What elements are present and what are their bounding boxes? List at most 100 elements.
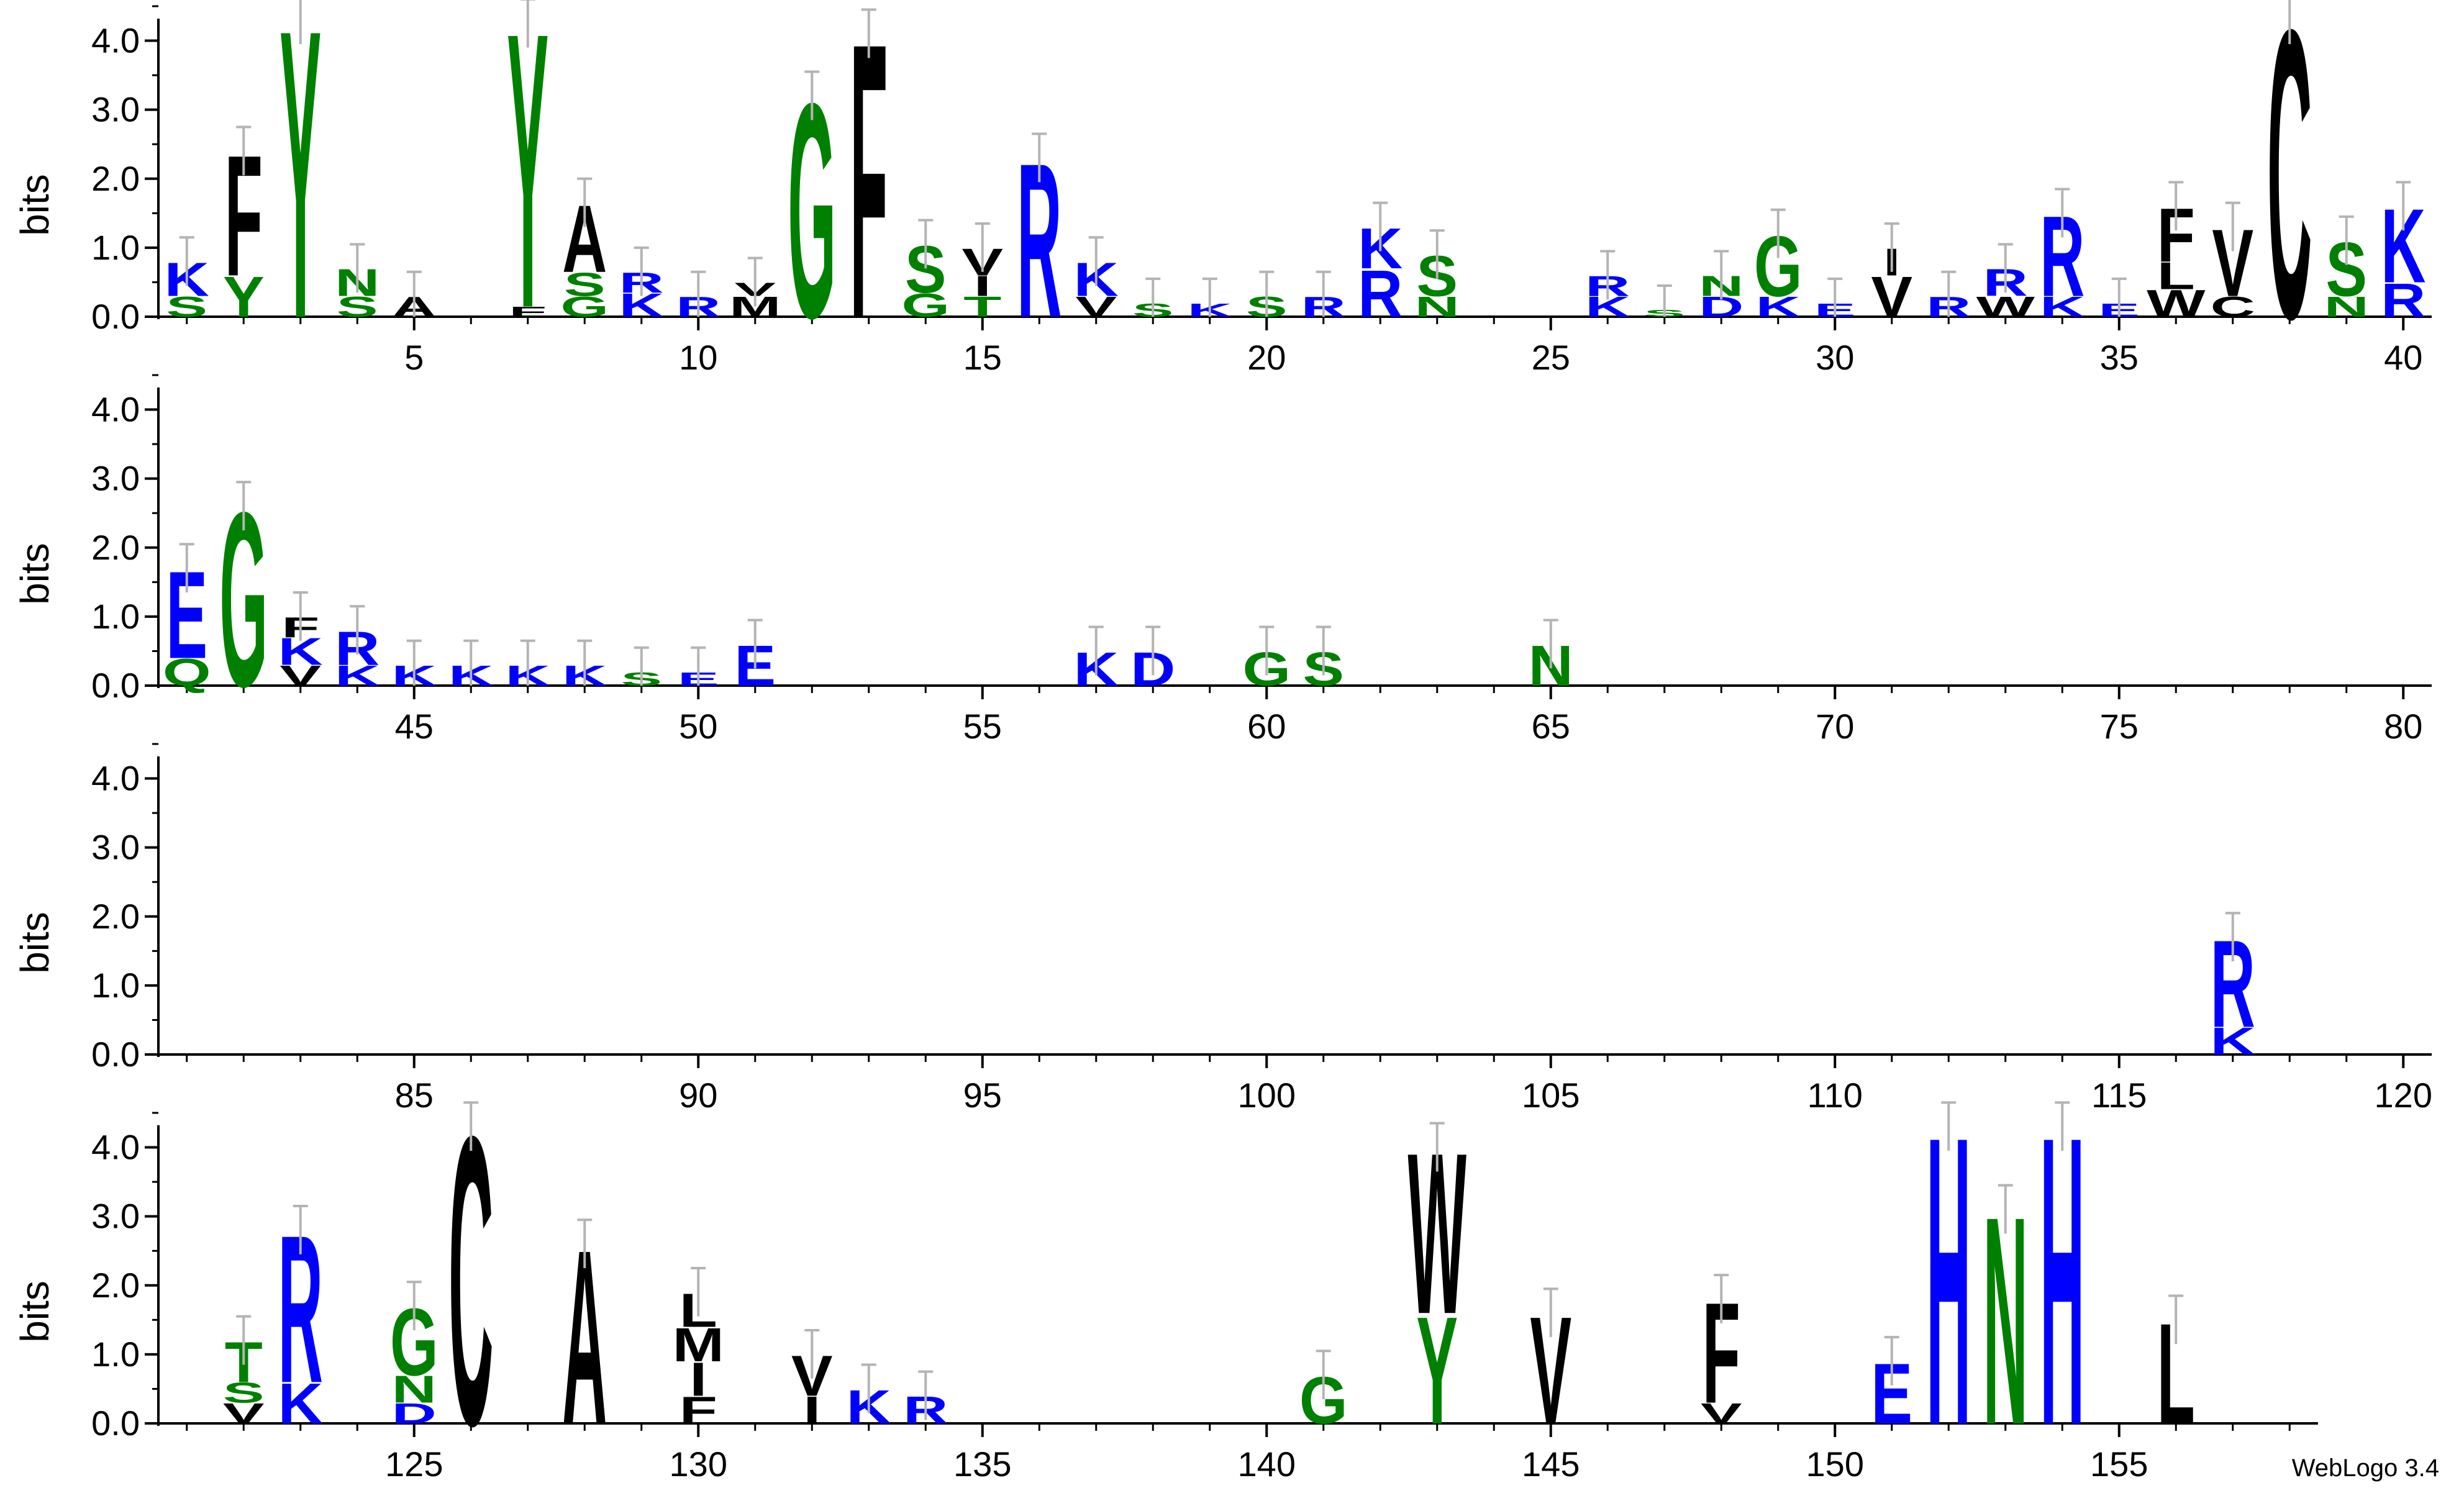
y-tick-label: 2.0 (91, 159, 140, 198)
logo-letter-Y: Y (1416, 1284, 1458, 1456)
x-tick-label: 155 (2090, 1444, 2148, 1484)
y-tick-label: 0.0 (91, 1404, 140, 1443)
logo-letter-V: V (1871, 265, 1912, 329)
logo-letter-Y: Y (507, 0, 548, 389)
y-tick-label: 2.0 (91, 897, 140, 936)
x-tick-label: 75 (2100, 707, 2139, 746)
x-tick-label: 35 (2100, 338, 2139, 377)
logo-letter-K: K (278, 1372, 323, 1436)
x-tick-label: 70 (1816, 707, 1854, 746)
y-axis-label: bits (12, 1281, 57, 1343)
x-tick-label: 90 (679, 1076, 717, 1115)
y-axis-label: bits (12, 912, 57, 974)
x-tick-label: 100 (1238, 1076, 1296, 1115)
y-axis-label: bits (12, 543, 57, 605)
logo-letter-G: G (560, 291, 609, 323)
logo-letter-C: C (2211, 291, 2255, 323)
logo-letter-R: R (2381, 273, 2425, 327)
x-tick-label: 85 (395, 1076, 434, 1115)
logo-letter-R: R (1358, 256, 1402, 331)
logo-letter-S: S (223, 1376, 265, 1408)
y-tick-label: 4.0 (91, 759, 140, 798)
logo-letter-F: F (509, 304, 547, 320)
x-tick-label: 25 (1532, 338, 1570, 377)
y-tick-label: 4.0 (91, 21, 140, 60)
x-tick-label: 15 (963, 338, 1002, 377)
logo-letter-I: I (974, 270, 991, 302)
logo-letter-W: W (1976, 291, 2035, 323)
logo-letter-F: F (850, 0, 888, 400)
logo-letter-T: T (963, 291, 1001, 323)
y-tick-label: 3.0 (91, 90, 140, 129)
logo-letter-F: F (680, 1389, 717, 1431)
logo-letter-K: K (2211, 1020, 2255, 1063)
x-tick-label: 10 (679, 338, 717, 377)
logo-letter-G: G (901, 287, 950, 324)
x-tick-label: 20 (1247, 338, 1286, 377)
x-tick-label: 65 (1532, 707, 1570, 746)
logo-letter-V: V (1701, 1397, 1742, 1430)
logo-letter-V: V (1075, 291, 1117, 323)
logo-letter-V: V (223, 1397, 265, 1430)
logo-letter-W: W (2147, 282, 2206, 325)
y-tick-label: 1.0 (91, 966, 140, 1005)
y-tick-label: 0.0 (91, 1035, 140, 1074)
logo-letter-Q: Q (163, 651, 211, 694)
x-tick-label: 120 (2375, 1076, 2432, 1115)
logo-letter-L: L (2157, 255, 2195, 297)
x-tick-label: 150 (1806, 1444, 1864, 1484)
logo-letter-S: S (166, 291, 207, 323)
y-tick-label: 0.0 (91, 297, 140, 336)
x-tick-label: 135 (953, 1444, 1011, 1484)
logo-letter-N: N (392, 1368, 437, 1411)
x-tick-label: 105 (1522, 1076, 1580, 1115)
y-tick-label: 1.0 (91, 597, 140, 636)
y-tick-label: 1.0 (91, 1335, 140, 1374)
logo-letter-Y: Y (280, 0, 321, 404)
x-tick-label: 55 (963, 707, 1002, 746)
logo-letter-K: K (335, 660, 380, 692)
y-tick-label: 4.0 (91, 1128, 140, 1167)
x-tick-label: 80 (2384, 707, 2422, 746)
logo-letter-S: S (337, 291, 378, 323)
x-tick-label: 60 (1247, 707, 1286, 746)
logo-letter-K: K (1756, 291, 1801, 323)
y-tick-label: 3.0 (91, 1197, 140, 1236)
y-tick-label: 1.0 (91, 228, 140, 267)
x-tick-label: 115 (2091, 1076, 2147, 1115)
y-axis-label: bits (12, 174, 57, 236)
x-tick-label: 125 (385, 1444, 443, 1484)
y-tick-label: 0.0 (91, 666, 140, 705)
x-tick-label: 30 (1816, 338, 1854, 377)
logo-letter-Y: Y (223, 265, 265, 329)
y-tick-label: 3.0 (91, 459, 140, 498)
x-tick-label: 130 (670, 1444, 727, 1484)
x-tick-label: 40 (2384, 338, 2422, 377)
logo-panel-3: bits 0.0 1.0 2.0 3.0 4.0 85 90 95 100 105 110 115 12… (12, 743, 2432, 1115)
x-tick-label: 140 (1238, 1444, 1296, 1484)
y-tick-label: 3.0 (91, 828, 140, 867)
logo-panel-4: bits 0.0 1.0 2.0 3.0 4.0 125 130 135 140 145 150 15… (12, 1050, 2318, 1501)
logo-letter-V: V (280, 660, 321, 692)
x-tick-label: 5 (404, 338, 424, 377)
weblogo-credit: WebLogo 3.4 (2291, 1454, 2439, 1482)
logo-letter-S: S (564, 266, 606, 303)
y-tick-label: 4.0 (91, 390, 140, 429)
logo-letter-N: N (1415, 291, 1460, 323)
y-tick-label: 2.0 (91, 528, 140, 567)
logo-letter-M: M (673, 1318, 724, 1371)
logo-letter-K: K (2040, 291, 2084, 323)
logo-letter-I: I (803, 1389, 821, 1431)
y-tick-label: 2.0 (91, 1266, 140, 1305)
x-tick-label: 145 (1522, 1444, 1580, 1484)
logo-letter-D: D (392, 1397, 437, 1430)
x-tick-label: 110 (1807, 1076, 1863, 1115)
x-tick-label: 95 (963, 1076, 1002, 1115)
logo-letter-I: I (689, 1353, 707, 1406)
x-tick-label: 45 (395, 707, 434, 746)
logo-letter-C: C (2267, 0, 2312, 404)
logo-letter-N: N (2324, 291, 2369, 323)
